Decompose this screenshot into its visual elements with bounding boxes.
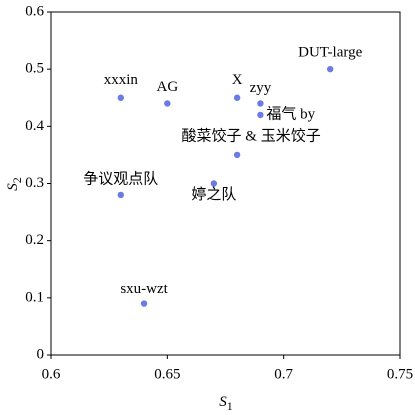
point-label: sxu-wzt — [120, 281, 168, 297]
point-label: zyy — [250, 80, 272, 96]
point — [117, 94, 125, 101]
y-tick-label: 0.3 — [25, 175, 44, 191]
y-tick-label: 0.6 — [25, 3, 44, 19]
point — [140, 300, 148, 307]
x-tick-label: 0.6 — [42, 366, 61, 382]
point-label: X — [232, 72, 243, 88]
x-tick-label: 0.65 — [154, 366, 180, 382]
point — [233, 151, 241, 159]
point — [210, 180, 218, 187]
x-axis-label: S1 — [219, 394, 233, 412]
x-tick-label: 0.75 — [387, 366, 413, 382]
point-label: 福气 by — [266, 105, 315, 122]
point-label: DUT-large — [298, 45, 362, 61]
x-label-sub: 1 — [227, 399, 233, 413]
point — [164, 100, 171, 107]
point-label: 婷之队 — [191, 186, 236, 203]
y-tick-label: 0.1 — [25, 289, 44, 305]
y-tick-label: 0.4 — [25, 118, 44, 134]
point-label: 争议观点队 — [83, 169, 158, 187]
y-label-main: S — [5, 183, 21, 191]
point — [117, 191, 125, 199]
y-label-sub: 2 — [10, 177, 24, 183]
point-label: xxxin — [104, 72, 139, 88]
point-label: AG — [156, 79, 178, 95]
y-tick-label: 0 — [37, 346, 45, 362]
point — [327, 65, 334, 73]
point — [257, 111, 264, 119]
point — [257, 100, 264, 107]
y-axis-label: S2 — [5, 177, 23, 191]
y-tick-label: 0.2 — [25, 232, 44, 248]
point-label: 酸菜饺子 & 玉米饺子 — [182, 126, 321, 144]
x-label-main: S — [219, 394, 227, 410]
point — [233, 94, 241, 101]
y-tick-label: 0.5 — [25, 61, 44, 77]
x-tick-label: 0.7 — [274, 366, 293, 382]
